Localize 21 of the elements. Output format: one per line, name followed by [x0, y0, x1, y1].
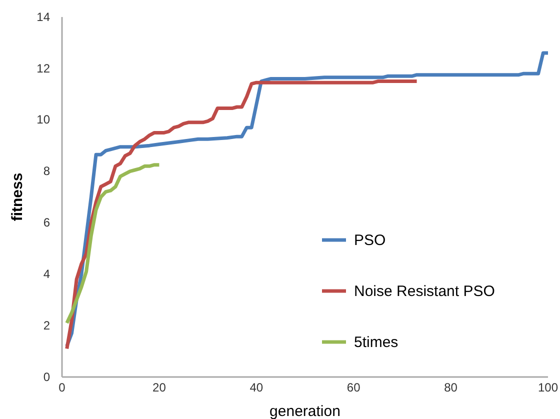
y-axis-title: fitness: [9, 172, 26, 222]
legend-label: PSO: [354, 232, 386, 249]
x-tick-label: 40: [250, 380, 264, 395]
line-series: [65, 51, 550, 348]
y-tick-label: 12: [36, 61, 50, 76]
x-tick-label: 20: [152, 380, 166, 395]
legend-label: Noise Resistant PSO: [354, 283, 495, 300]
legend-label: 5times: [354, 334, 398, 351]
line-series: [65, 163, 161, 325]
x-tick-label: 80: [444, 380, 458, 395]
y-tick-label: 4: [43, 266, 50, 281]
x-tick-label: 60: [346, 380, 361, 395]
x-axis-title: generation: [270, 403, 340, 419]
y-tick-label: 6: [43, 216, 50, 230]
y-tick-label: 2: [43, 318, 50, 332]
x-tick-label: 100: [538, 380, 558, 395]
y-tick-label: 14: [36, 10, 50, 24]
y-tick-label: 0: [43, 370, 50, 384]
x-tick-label: 0: [58, 380, 66, 395]
y-tick-label: 8: [43, 164, 50, 178]
y-tick-label: 10: [36, 112, 50, 127]
